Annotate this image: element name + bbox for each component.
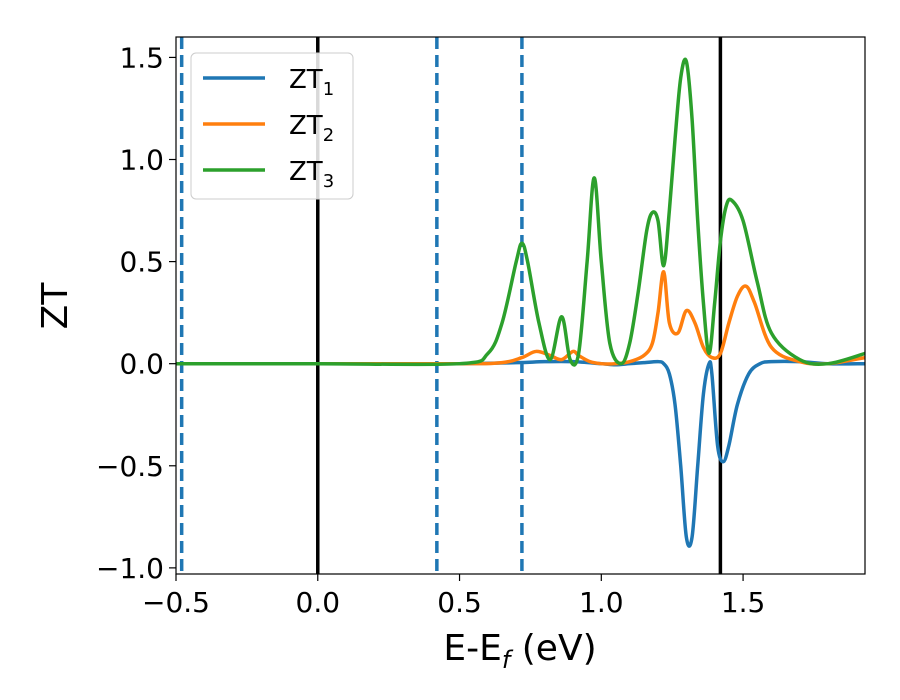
plot-frame <box>175 36 866 575</box>
legend-label-zt3: ZT3 <box>289 157 334 192</box>
y-tick-label-2: 0.0 <box>119 348 164 381</box>
x-axis-ticks: −0.5 0.0 0.5 1.0 1.5 <box>142 574 765 619</box>
x-tick-label-3: 1.0 <box>579 586 624 619</box>
y-tick-label-3: 0.5 <box>119 246 164 279</box>
legend-label-zt2: ZT2 <box>289 111 334 146</box>
series-line-zt1 <box>176 359 865 548</box>
y-tick-label-1: −0.5 <box>96 450 164 483</box>
series-line-zt2 <box>176 270 865 366</box>
y-axis-label: ZT <box>35 282 76 330</box>
y-tick-label-4: 1.0 <box>119 144 164 177</box>
x-tick-label-2: 0.5 <box>437 586 482 619</box>
x-axis-label: E-Ef (eV) <box>443 628 596 674</box>
y-tick-label-0: −1.0 <box>96 552 164 585</box>
legend-label-zt1: ZT1 <box>289 65 334 100</box>
x-tick-label-1: 0.0 <box>296 586 341 619</box>
series-lines <box>176 57 865 548</box>
x-tick-label-0: −0.5 <box>142 586 210 619</box>
y-axis-ticks: −1.0 −0.5 0.0 0.5 1.0 1.5 <box>96 41 176 585</box>
legend-frame <box>190 52 354 200</box>
x-tick-label-4: 1.5 <box>721 586 766 619</box>
y-tick-label-5: 1.5 <box>119 41 164 74</box>
legend: ZT1 ZT2 ZT3 <box>190 52 354 200</box>
series-line-zt3 <box>176 57 865 367</box>
